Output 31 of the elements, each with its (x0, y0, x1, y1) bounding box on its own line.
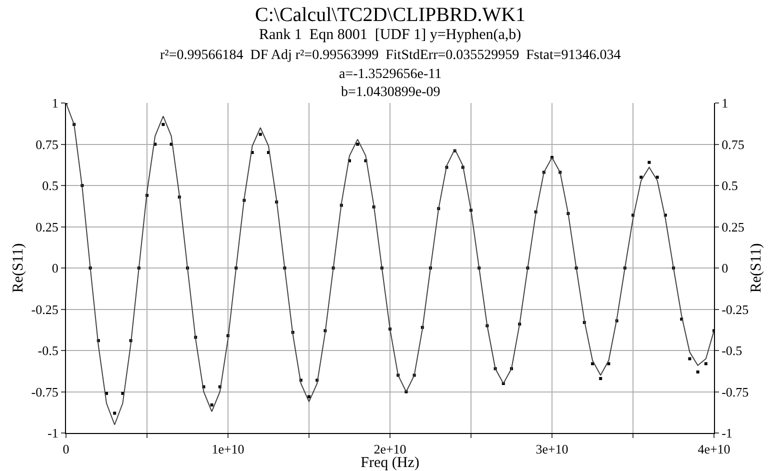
y2-tick-label: 0.25 (722, 219, 744, 234)
y2-tick-label: 0 (722, 260, 728, 276)
x-axis-title: Freq (Hz) (360, 455, 420, 471)
y2-tick-label: -0.75 (722, 384, 749, 400)
y-tick-label: -1 (48, 426, 58, 441)
text: r²=0.99566184 DF Adj r²=0.99563999 FitStdErr=0.035529959 Fstat=91346.034 (160, 48, 621, 63)
y-tick-label: 0.5 (42, 178, 58, 194)
x-tick-label: 0 (62, 442, 70, 457)
text: a=-1.3529656e-11 (339, 67, 442, 82)
chart-subtitle: Rank 1 Eqn 8001 [UDF 1] y=Hyphen(a,b) (259, 27, 522, 43)
x-tick-label: 2e+10 (374, 442, 406, 457)
y2-axis-title: Re(S11) (748, 243, 765, 293)
text: b=1.0430899e-09 (341, 85, 440, 100)
y2-tick-label: 0.5 (722, 178, 738, 194)
x-tick-label: 1e+10 (212, 442, 244, 457)
y2-tick-label: -0.5 (722, 343, 742, 358)
x-tick-label: 3e+10 (536, 442, 568, 457)
y-tick-label: -0.25 (31, 302, 58, 317)
y2-tick-label: 1 (722, 96, 728, 111)
y-axis-title: Re(S11) (10, 243, 27, 293)
y2-tick-label: -0.25 (722, 302, 749, 317)
y-tick-label: -0.75 (31, 384, 58, 400)
y2-tick-label: -1 (722, 426, 732, 441)
chart-title: C:\Calcul\TC2D\CLIPBRD.WK1 (255, 4, 526, 26)
y-tick-label: 0.25 (36, 219, 58, 234)
x-tick-label: 4e+10 (698, 442, 730, 457)
y-tick-label: 0 (52, 260, 58, 276)
y-tick-label: -0.5 (38, 343, 58, 358)
y-tick-label: 0.75 (36, 136, 58, 152)
y-tick-label: 1 (52, 96, 58, 111)
y2-tick-label: 0.75 (722, 136, 744, 152)
